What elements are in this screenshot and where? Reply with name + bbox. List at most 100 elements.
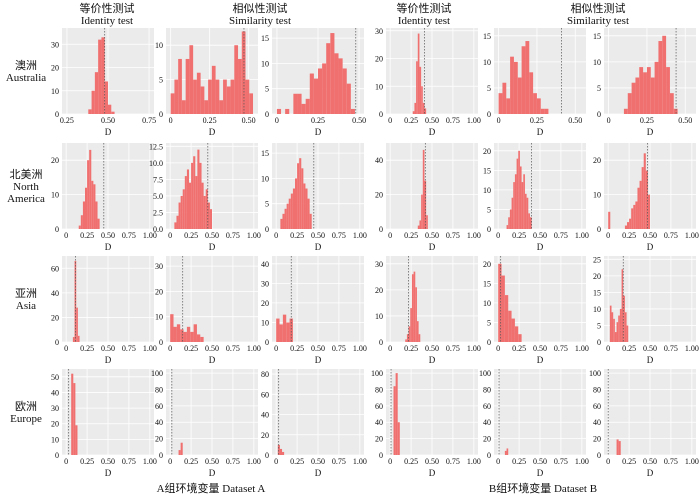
x-tick-label: 0.25: [404, 344, 418, 353]
y-tick-label: 0: [597, 338, 601, 347]
y-tick-label: 5: [265, 85, 269, 94]
y-tick-label: 10: [51, 191, 59, 200]
histogram-bar: [405, 339, 407, 342]
y-tick-label: 0: [597, 110, 601, 119]
x-tick-label: 0.25: [404, 231, 418, 240]
x-tick-label: 0.75: [226, 344, 240, 353]
y-tick-label: 20: [483, 147, 491, 156]
y-tick-label: 80: [261, 370, 269, 379]
histogram-bar: [424, 180, 427, 229]
x-tick-label: 0.50: [533, 457, 547, 466]
y-tick-label: 20: [375, 191, 383, 200]
y-tick-label: 80: [593, 385, 601, 394]
x-tick-label: 0.75: [664, 231, 678, 240]
y-tick-label: 100: [371, 369, 383, 378]
y-tick-label: 15: [593, 32, 601, 41]
x-tick-label: 0: [497, 116, 501, 125]
x-tick-label: 0: [606, 457, 610, 466]
histogram-bar: [226, 86, 231, 114]
row-label-en: Australia: [6, 72, 46, 84]
x-tick-label: 1.00: [467, 116, 481, 125]
histogram-bar: [301, 103, 306, 114]
histogram-bar: [426, 215, 428, 229]
x-axis-label: D: [209, 468, 216, 478]
y-tick-label: 80: [155, 385, 163, 394]
histogram-bar: [181, 100, 186, 114]
x-tick-label: 0.50: [533, 231, 547, 240]
row-label-en: Asia: [16, 300, 36, 312]
histogram-bar: [518, 150, 520, 229]
histogram-bar: [635, 77, 640, 114]
y-tick-label: 5: [487, 205, 491, 214]
y-tick-label: 10: [593, 191, 601, 200]
histogram-panel-r3c0: 0 0.25 0.50 0.75 1.00 0 10 20 30 40 50 D: [51, 369, 157, 478]
y-tick-label: 0: [159, 451, 163, 460]
y-tick-label: 30: [375, 27, 383, 36]
histogram-panel-r0c5: 0 0.25 0.50 0 5 10 15 D: [593, 28, 696, 137]
y-tick-label: 10: [261, 318, 269, 327]
x-tick-label: 0.75: [446, 457, 460, 466]
x-tick-label: 0.25: [404, 457, 418, 466]
histogram-bar: [639, 180, 642, 229]
histogram-bar: [276, 108, 282, 114]
histogram-bar: [529, 217, 532, 229]
y-tick-label: 2.5: [153, 208, 163, 217]
x-axis-label: D: [429, 468, 436, 478]
x-tick-label: 0.75: [554, 231, 568, 240]
histogram-bar: [519, 166, 522, 229]
y-tick-label: 20: [261, 431, 269, 440]
x-axis-label: D: [105, 355, 112, 365]
histogram-bar: [97, 218, 100, 229]
histogram-bar: [419, 220, 422, 229]
histogram-bar: [633, 204, 636, 229]
histogram-bar: [609, 305, 612, 342]
histogram-bar: [417, 33, 420, 114]
histogram-bar: [288, 198, 291, 229]
histogram-panel-r3c2: 0 0.25 0.50 0.75 1.00 0 20 40 60 80 D: [261, 369, 367, 478]
x-tick-label: 1.00: [575, 231, 589, 240]
dataset-a-label: A组环境变量 Dataset A: [157, 481, 266, 495]
dataset-b-label: B组环境变量 Dataset B: [489, 481, 597, 495]
histogram-bar: [621, 269, 624, 342]
histogram-panel-r2c3: 0 0.25 0.50 0.75 1.00 0 10 20 30 D: [375, 256, 481, 365]
histogram-panel-r0c4: 0 0.25 0.50 0 5 10 15 D: [483, 28, 586, 137]
x-tick-label: 0.25: [184, 231, 198, 240]
histogram-bar: [176, 215, 179, 229]
x-tick-label: 0.75: [446, 116, 460, 125]
histogram-bar: [286, 203, 289, 229]
y-tick-label: 0: [379, 225, 383, 234]
x-tick-label: 0.50: [101, 344, 115, 353]
x-axis-label: D: [315, 468, 322, 478]
y-tick-label: 0: [265, 338, 269, 347]
histogram-bar: [326, 43, 331, 115]
x-tick-label: 0: [496, 344, 500, 353]
x-tick-label: 0.25: [290, 344, 304, 353]
y-tick-label: 10.0: [149, 159, 163, 168]
histogram-bar: [637, 187, 640, 229]
histogram-bar: [279, 448, 283, 455]
y-tick-label: 0: [265, 225, 269, 234]
histogram-bar: [186, 326, 191, 342]
histogram-bar: [513, 61, 518, 114]
x-tick-label: 0.50: [678, 116, 692, 125]
histogram-bar: [506, 448, 509, 455]
histogram-bar: [643, 72, 647, 114]
y-tick-label: 0: [379, 110, 383, 119]
histogram-bar: [190, 331, 194, 342]
y-tick-label: 10: [593, 58, 601, 67]
histogram-bar: [234, 45, 239, 115]
histogram-bar: [395, 373, 398, 455]
histogram-bar: [614, 332, 617, 342]
y-tick-label: 20: [51, 313, 59, 322]
histogram-bar: [393, 386, 396, 455]
histogram-panel-r3c1: 0 0.25 0.50 0.75 1.00 0 20 40 60 80 100 D: [151, 369, 261, 478]
histogram-bar: [204, 100, 209, 114]
x-tick-label: 0.75: [446, 231, 460, 240]
histogram-bar: [646, 67, 651, 114]
histogram-bar: [178, 202, 181, 229]
histogram-bar: [504, 295, 509, 342]
y-tick-label: 0: [597, 225, 601, 234]
histogram-bar: [191, 162, 194, 229]
x-axis-label: D: [105, 468, 112, 478]
